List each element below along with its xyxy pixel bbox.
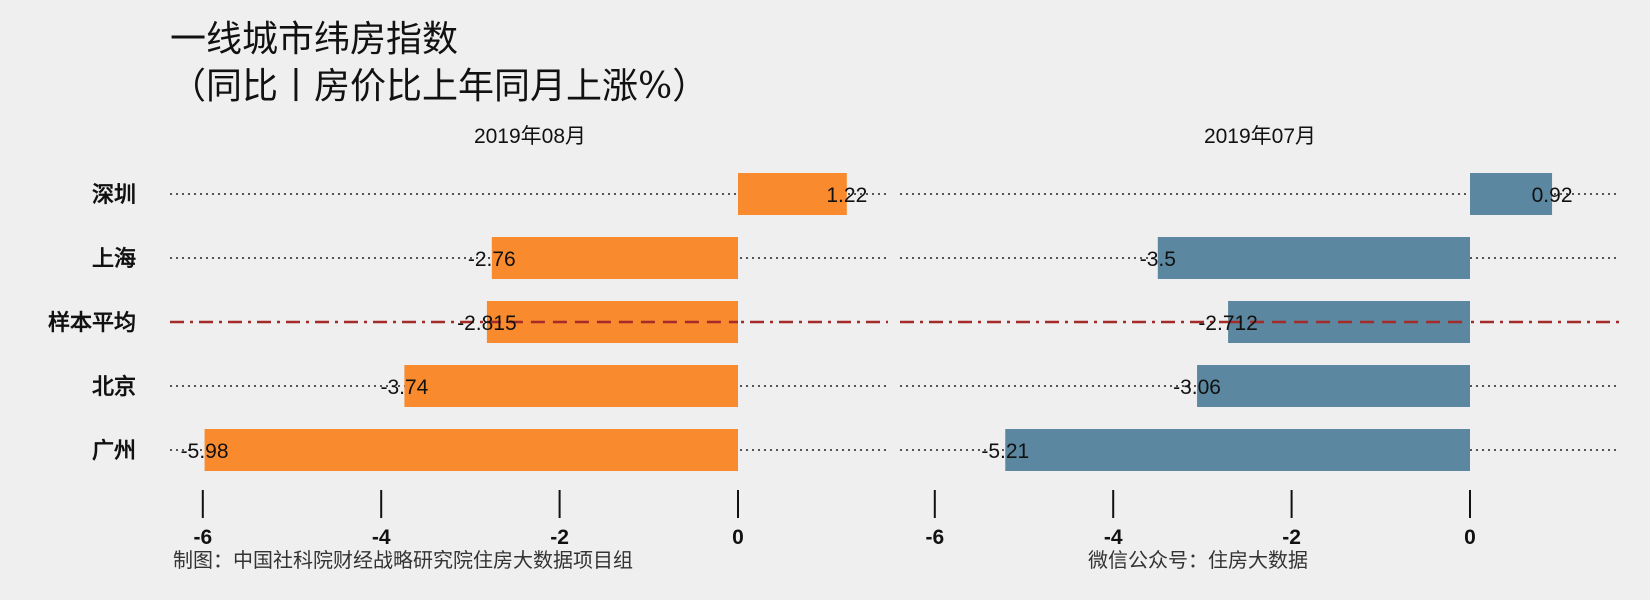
data-label-jul-beijing: -3.06 xyxy=(1173,376,1221,399)
x-tick-label-aug-2: -2 xyxy=(550,526,569,549)
bar-jul-beijing xyxy=(1197,365,1470,407)
category-label-sample-average: 样本平均 xyxy=(48,310,136,336)
x-tick-label-jul-3: 0 xyxy=(1464,526,1476,549)
x-tick-label-jul-2: -2 xyxy=(1282,526,1301,549)
data-label-aug-sample-average: -2.815 xyxy=(457,312,517,335)
data-label-aug-beijing: -3.74 xyxy=(380,376,428,399)
bar-jul-shanghai xyxy=(1157,237,1470,279)
bar-aug-beijing xyxy=(404,365,738,407)
bar-jul-guangzhou xyxy=(1005,429,1470,471)
x-tick-label-aug-1: -4 xyxy=(372,526,391,549)
chart-title-line-2: （同比丨房价比上年同月上涨%） xyxy=(170,66,709,107)
bar-aug-shanghai xyxy=(491,237,738,279)
data-label-jul-shanghai: -3.5 xyxy=(1140,248,1176,271)
bar-aug-guangzhou xyxy=(204,429,739,471)
category-label-beijing: 北京 xyxy=(92,374,136,400)
category-label-shenzhen: 深圳 xyxy=(92,182,136,208)
chart-credit-caption: 制图：中国社科院财经战略研究院住房大数据项目组 xyxy=(173,548,633,572)
bar-aug-sample-average xyxy=(486,301,738,343)
data-label-jul-shenzhen: 0.92 xyxy=(1532,184,1573,207)
data-label-aug-guangzhou: -5.98 xyxy=(181,440,229,463)
chart-title: 一线城市纬房指数 （同比丨房价比上年同月上涨%） xyxy=(170,16,708,110)
x-tick-label-aug-3: 0 xyxy=(732,526,744,549)
panel-title-aug: 2019年08月 xyxy=(474,125,586,148)
x-tick-label-jul-1: -4 xyxy=(1104,526,1123,549)
x-tick-label-aug-0: -6 xyxy=(193,526,212,549)
bar-aug-shenzhen xyxy=(738,173,847,215)
category-label-guangzhou: 广州 xyxy=(92,438,136,464)
data-label-jul-guangzhou: -5.21 xyxy=(981,440,1029,463)
data-label-aug-shanghai: -2.76 xyxy=(468,248,516,271)
bar-jul-shenzhen xyxy=(1470,173,1553,215)
x-tick-label-jul-0: -6 xyxy=(925,526,944,549)
data-label-jul-sample-average: -2.712 xyxy=(1198,312,1258,335)
category-label-shanghai: 上海 xyxy=(92,246,136,272)
chart-title-line-1: 一线城市纬房指数 xyxy=(170,19,459,60)
wechat-account-caption: 微信公众号：住房大数据 xyxy=(1088,548,1308,572)
data-label-aug-shenzhen: 1.22 xyxy=(826,184,867,207)
panel-title-jul: 2019年07月 xyxy=(1204,125,1316,148)
